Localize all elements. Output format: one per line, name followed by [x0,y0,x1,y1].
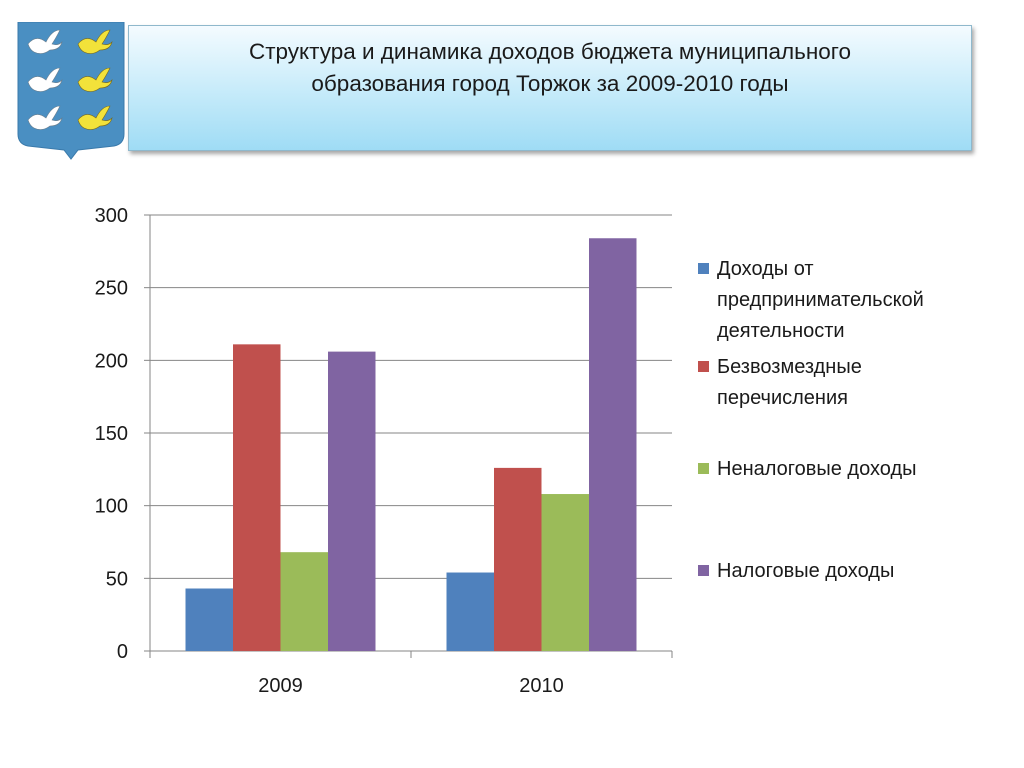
bar [280,552,328,651]
y-tick-label: 0 [117,641,128,663]
legend-item-business: Доходы от предпринимательской деятельнос… [698,254,987,347]
y-axis-tick-labels: 0 50 100 150 200 250 300 [95,205,128,663]
y-tick-label: 50 [106,568,128,590]
y-tick-label: 300 [95,205,128,227]
bar [541,494,589,651]
legend-label: Налоговые доходы [717,560,895,582]
legend-swatch [698,361,709,372]
chart-bars [185,238,637,651]
legend-item-tax: Налоговые доходы [698,556,987,587]
bar [328,351,376,651]
legend-item-transfers: Безвозмездные перечисления [698,352,987,414]
slide-title: Структура и динамика доходов бюджета мун… [248,39,851,96]
bar [589,238,637,651]
bar [233,344,281,651]
legend-swatch [698,463,709,474]
x-tick-label: 2010 [519,675,564,697]
bar [494,467,542,651]
coat-of-arms-emblem [16,21,126,160]
y-tick-label: 200 [95,350,128,372]
coat-of-arms-doves-icon [17,21,125,160]
y-tick-label: 100 [95,496,128,518]
legend-label: Безвозмездные перечисления [717,356,862,409]
legend-label: Неналоговые доходы [717,458,917,480]
y-tick-label: 150 [95,423,128,445]
x-axis-tick-labels: 2009 2010 [258,675,564,697]
legend-item-nontax: Неналоговые доходы [698,454,987,485]
legend-swatch [698,263,709,274]
bar [185,588,233,651]
x-tick-label: 2009 [258,675,303,697]
legend-swatch [698,565,709,576]
bar [446,572,494,651]
title-banner: Структура и динамика доходов бюджета мун… [128,25,972,151]
y-tick-label: 250 [95,278,128,300]
legend-label: Доходы от предпринимательской деятельнос… [717,258,924,342]
